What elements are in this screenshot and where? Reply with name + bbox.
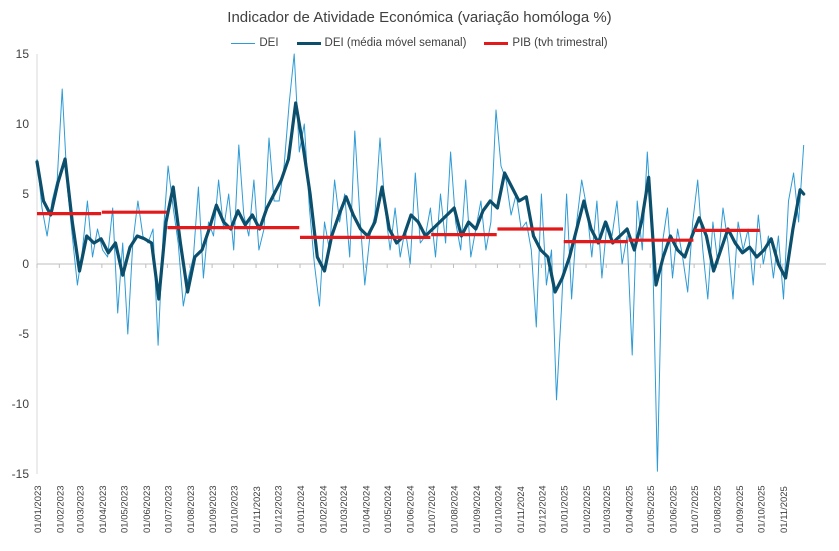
- legend-item-dei-moving-average: DEI (média móvel semanal): [296, 37, 467, 49]
- x-tick-label: 01/01/2024: [296, 485, 307, 533]
- x-tick-label: 01/06/2025: [669, 485, 680, 533]
- x-tick-label: 01/05/2025: [646, 485, 657, 533]
- y-tick-label: -15: [12, 467, 30, 481]
- x-tick-label: 01/01/2025: [560, 485, 571, 533]
- y-tick-label: 10: [16, 117, 30, 131]
- x-tick-label: 01/01/2023: [33, 485, 44, 533]
- series-dei-line: [36, 53, 805, 472]
- x-tick-label: 01/11/2023: [252, 486, 263, 533]
- x-axis: 01/01/2023 01/02/2023 01/03/2023 01/04/2023…: [33, 263, 826, 533]
- x-tick-label: 01/07/2023: [163, 485, 174, 533]
- x-tick-label: 01/10/2023: [230, 485, 241, 533]
- y-tick-label: 5: [22, 187, 29, 201]
- x-tick-label: 01/03/2025: [602, 485, 613, 533]
- legend-item-dei: DEI: [231, 37, 279, 49]
- x-tick-label: 01/05/2023: [119, 485, 130, 533]
- legend-swatch-pib: [484, 41, 509, 45]
- series-layer: [35, 53, 806, 472]
- legend-item-pib: PIB (tvh trimestral): [484, 37, 608, 49]
- y-tick-label: 15: [16, 47, 30, 61]
- y-tick-label: -5: [18, 327, 29, 341]
- x-tick-label: 01/03/2024: [339, 485, 350, 533]
- x-tick-label: 01/09/2024: [472, 485, 483, 533]
- x-tick-label: 01/02/2023: [55, 485, 66, 533]
- x-tick-label: 01/09/2025: [735, 485, 746, 533]
- x-tick-label: 01/10/2025: [756, 485, 767, 533]
- chart-title: Indicador de Atividade Económica (variaç…: [227, 9, 612, 26]
- x-tick-label: 01/12/2023: [274, 485, 285, 533]
- y-axis: -15 -10 -5 0 5 10 15: [12, 47, 38, 481]
- x-tick-label: 01/06/2023: [142, 485, 153, 533]
- x-tick-label: 01/10/2024: [493, 485, 504, 533]
- x-tick-label: 01/07/2025: [690, 485, 701, 533]
- y-tick-label: -10: [12, 397, 30, 411]
- legend-swatch-dei: [231, 42, 256, 44]
- x-tick-label: 01/09/2023: [208, 485, 219, 533]
- x-tick-label: 01/08/2025: [712, 485, 723, 533]
- x-tick-label: 01/08/2023: [186, 485, 197, 533]
- x-tick-label: 01/03/2023: [76, 485, 87, 533]
- x-tick-label: 01/05/2024: [383, 485, 394, 533]
- x-tick-label: 01/08/2024: [449, 485, 460, 533]
- x-tick-label: 01/11/2024: [516, 486, 527, 533]
- legend-swatch-dei-moving-average: [296, 41, 321, 45]
- x-tick-label: 01/04/2024: [362, 485, 373, 533]
- x-tick-label: 01/02/2024: [318, 485, 329, 533]
- legend-label-dei-moving-average: DEI (média móvel semanal): [324, 37, 467, 49]
- x-tick-label: 01/07/2024: [427, 485, 438, 533]
- series-dei-moving-average-line: [35, 101, 806, 301]
- x-tick-label: 01/06/2024: [406, 485, 417, 533]
- x-tick-label: 01/11/2025: [779, 486, 790, 533]
- legend-label-pib: PIB (tvh trimestral): [512, 37, 608, 49]
- x-tick-label: 01/04/2025: [625, 485, 636, 533]
- x-tick-label: 01/12/2024: [537, 485, 548, 533]
- legend-label-dei: DEI: [259, 37, 279, 49]
- x-tick-label: 01/04/2023: [98, 485, 109, 533]
- y-tick-label: 0: [22, 257, 29, 271]
- legend: DEI DEI (média móvel semanal) PIB (tvh t…: [0, 37, 839, 49]
- x-tick-label: 01/02/2025: [582, 485, 593, 533]
